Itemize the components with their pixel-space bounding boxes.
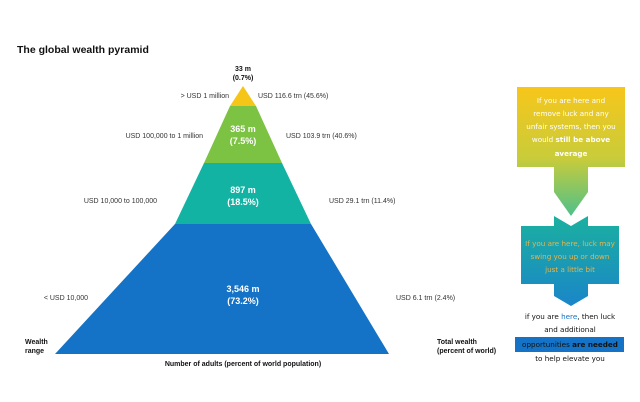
- tier-4-wealth: USD 6.1 trn (2.4%): [396, 295, 455, 302]
- tier-2-range: USD 100,000 to 1 million: [126, 133, 204, 140]
- tier-4-shape: [55, 224, 389, 354]
- annotation-arrow-2: [521, 216, 619, 306]
- tier-2-wealth: USD 103.9 trn (40.6%): [286, 133, 357, 140]
- tier-4-range: < USD 10,000: [44, 295, 88, 302]
- tier-4-adults: 3,546 m: [226, 284, 259, 294]
- box3-highlight: [515, 337, 624, 352]
- box2-line1: If you are here, luck may: [525, 239, 615, 248]
- tier-1-shape: [230, 86, 256, 106]
- box3-line3-pre: opportunities: [522, 340, 572, 349]
- tier-4-pct: (73.2%): [227, 296, 259, 306]
- box3-line3: opportunities are needed: [522, 340, 618, 349]
- box1-line1: If you are here and: [537, 96, 605, 105]
- annotation-arrow-1: [517, 87, 625, 216]
- wealth-range-label-line1: Wealth: [25, 339, 48, 346]
- tier-3-wealth: USD 29.1 trn (11.4%): [329, 198, 395, 205]
- tier-2-adults: 365 m: [230, 124, 256, 134]
- tier-3-adults: 897 m: [230, 185, 256, 195]
- box1-line2: remove luck and any: [533, 109, 609, 118]
- box3-line2: and additional: [544, 325, 596, 334]
- box3-line1: if you are here, then luck: [525, 312, 616, 321]
- wealth-range-label-line2: range: [25, 348, 44, 355]
- tier-2-shape: [204, 106, 282, 163]
- box2-line2: swing you up or down: [531, 252, 610, 261]
- box1-line5: average: [555, 149, 588, 158]
- tier-3-pct: (18.5%): [227, 197, 259, 207]
- box1-line4-bold: still be above: [556, 135, 611, 144]
- tier-2-pct: (7.5%): [230, 136, 257, 146]
- diagram-title: The global wealth pyramid: [17, 44, 149, 56]
- tier-1-range: > USD 1 million: [181, 93, 230, 100]
- box3-line3-bold: are needed: [572, 340, 618, 349]
- box1-line4-pre: would: [532, 135, 556, 144]
- box1-line4: would still be above: [532, 135, 610, 144]
- box1-line3: unfair systems, then you: [526, 122, 615, 131]
- box3-line1-post: , then luck: [577, 312, 616, 321]
- tier-1-pct: (0.7%): [233, 75, 254, 82]
- tier-1-adults: 33 m: [235, 66, 251, 73]
- total-wealth-label-line2: (percent of world): [437, 348, 496, 355]
- tier-3-shape: [175, 163, 311, 224]
- bottom-axis-label: Number of adults (percent of world popul…: [165, 361, 321, 368]
- box2-line3: just a little bit: [544, 265, 595, 274]
- box3-line1-pre: if you are: [525, 312, 561, 321]
- box3-line1-highlight: here: [561, 312, 578, 321]
- box3-line4: to help elevate you: [535, 354, 605, 363]
- total-wealth-label-line1: Total wealth: [437, 339, 477, 346]
- tier-1-wealth: USD 116.6 trn (45.6%): [258, 93, 328, 100]
- tier-3-range: USD 10,000 to 100,000: [84, 198, 157, 205]
